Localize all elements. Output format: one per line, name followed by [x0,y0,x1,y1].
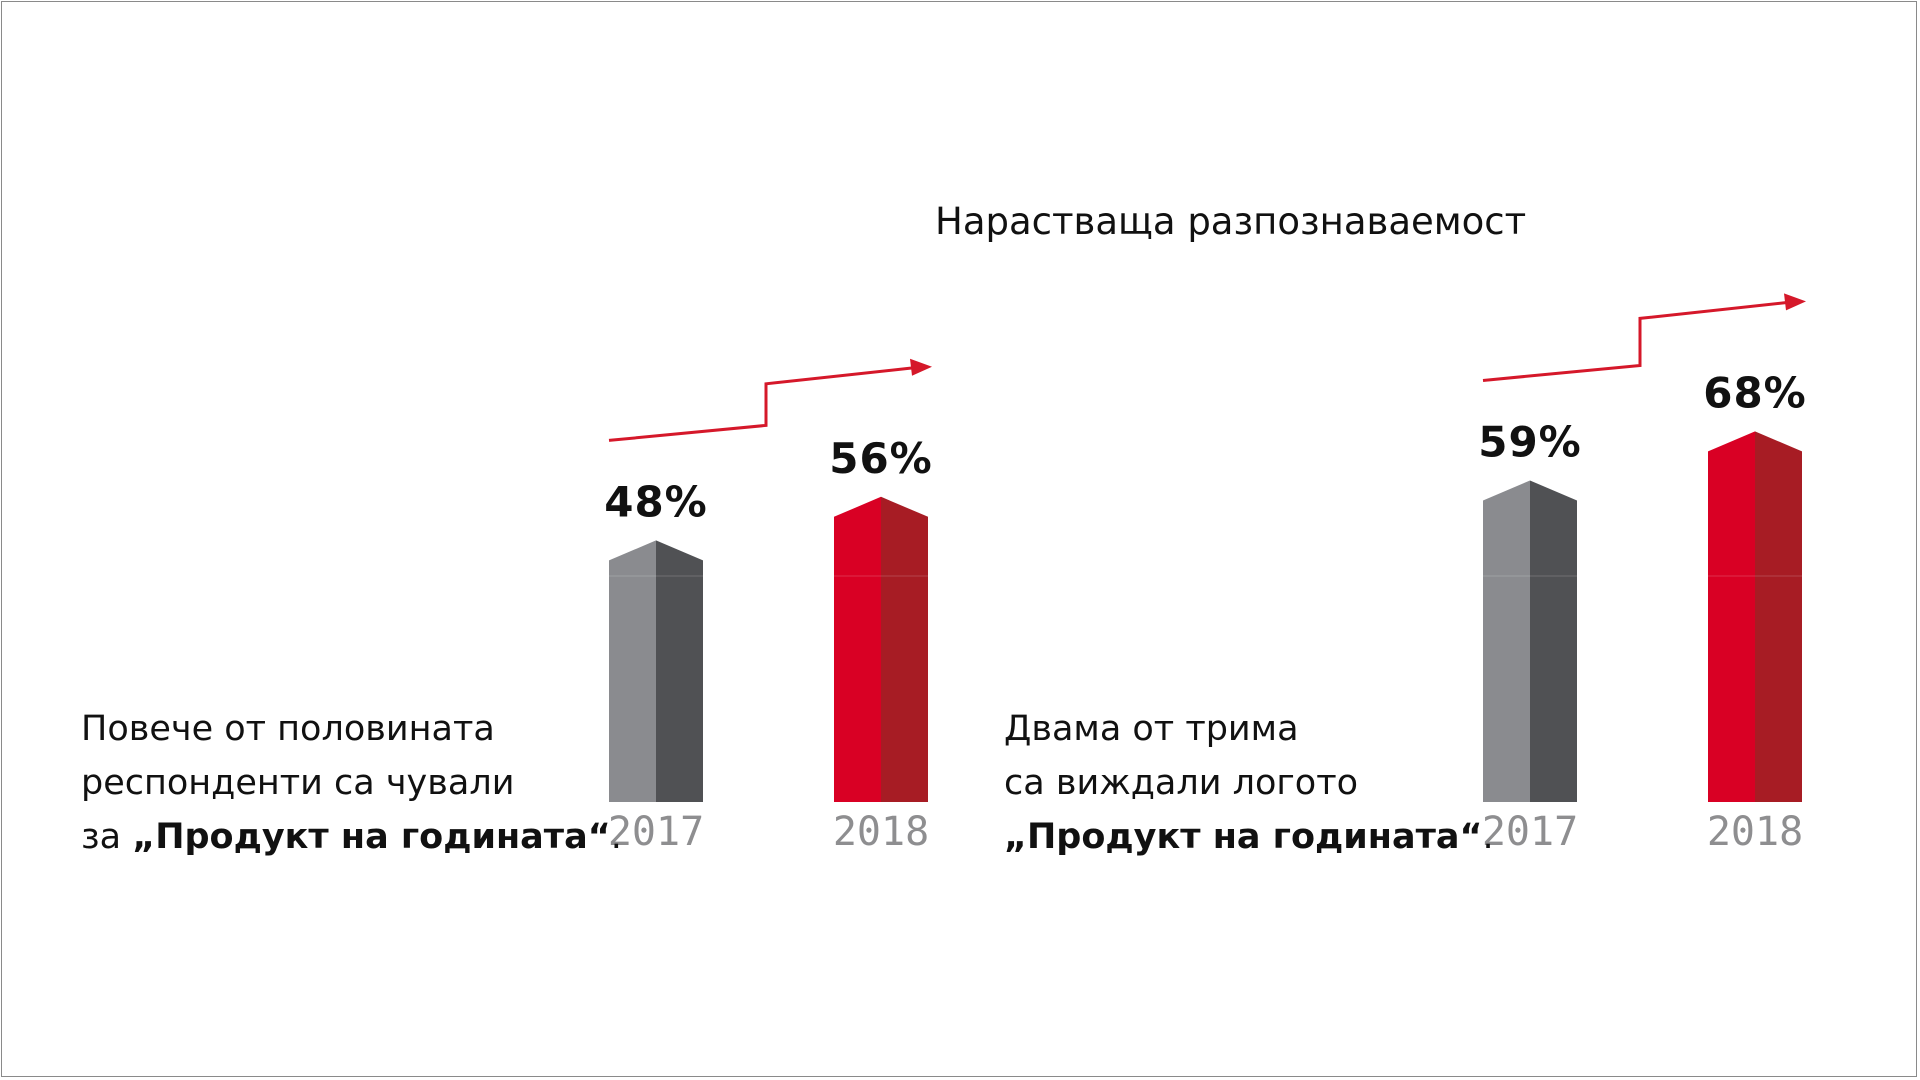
chart1-2018-year-label: 2018 [833,809,929,855]
chart2-2018-year-label: 2018 [1707,809,1803,855]
caption-left-bold: „Продукт на годината“ [132,817,611,857]
chart2-trend-arrow-line [1482,300,1789,382]
chart2-trend-arrow-head [1784,293,1806,311]
chart2-2017-year-label: 2017 [1482,809,1578,855]
caption-right-bold: „Продукт на годината“ [1004,817,1483,857]
chart2-2017-bar-left-face [1483,480,1530,802]
chart1-2018-value-label: 56% [829,434,933,483]
chart1-trend-arrow-head [910,358,932,376]
chart-title: Нарастваща разпознаваемост [935,200,1527,243]
chart1-2018-bar-right-face [881,496,928,802]
caption-right: Двама от трима са виждали логото „Продук… [1004,702,1494,864]
chart1-2017-bar-right-face [656,540,703,802]
caption-left-line2: респонденти са чували [81,763,515,803]
chart2-2017-bar-right-face [1530,480,1577,802]
caption-right-line2: са виждали логото [1004,763,1358,803]
caption-left-line1: Повече от половината [81,709,495,749]
chart1-2018-bar-left-face [834,496,881,802]
chart2-2018-bar-right-face [1755,431,1802,802]
caption-right-line3: „Продукт на годината“. [1004,810,1494,864]
caption-right-suffix: . [1482,817,1494,857]
chart1-2017-bar-left-face [609,540,656,802]
caption-left-prefix: за [81,817,133,857]
caption-left: Повече от половината респонденти са чува… [81,702,622,864]
caption-left-suffix: . [610,817,622,857]
chart2-2017-value-label: 59% [1478,417,1582,466]
chart1-2017-year-label: 2017 [608,809,704,855]
chart1-trend-arrow-line [608,366,915,442]
caption-right-line1: Двама от трима [1004,709,1299,749]
chart2-2018-value-label: 68% [1703,368,1807,417]
caption-left-line3: за „Продукт на годината“. [81,810,622,864]
chart2-2018-bar-left-face [1708,431,1755,802]
chart1-2017-value-label: 48% [604,477,708,526]
